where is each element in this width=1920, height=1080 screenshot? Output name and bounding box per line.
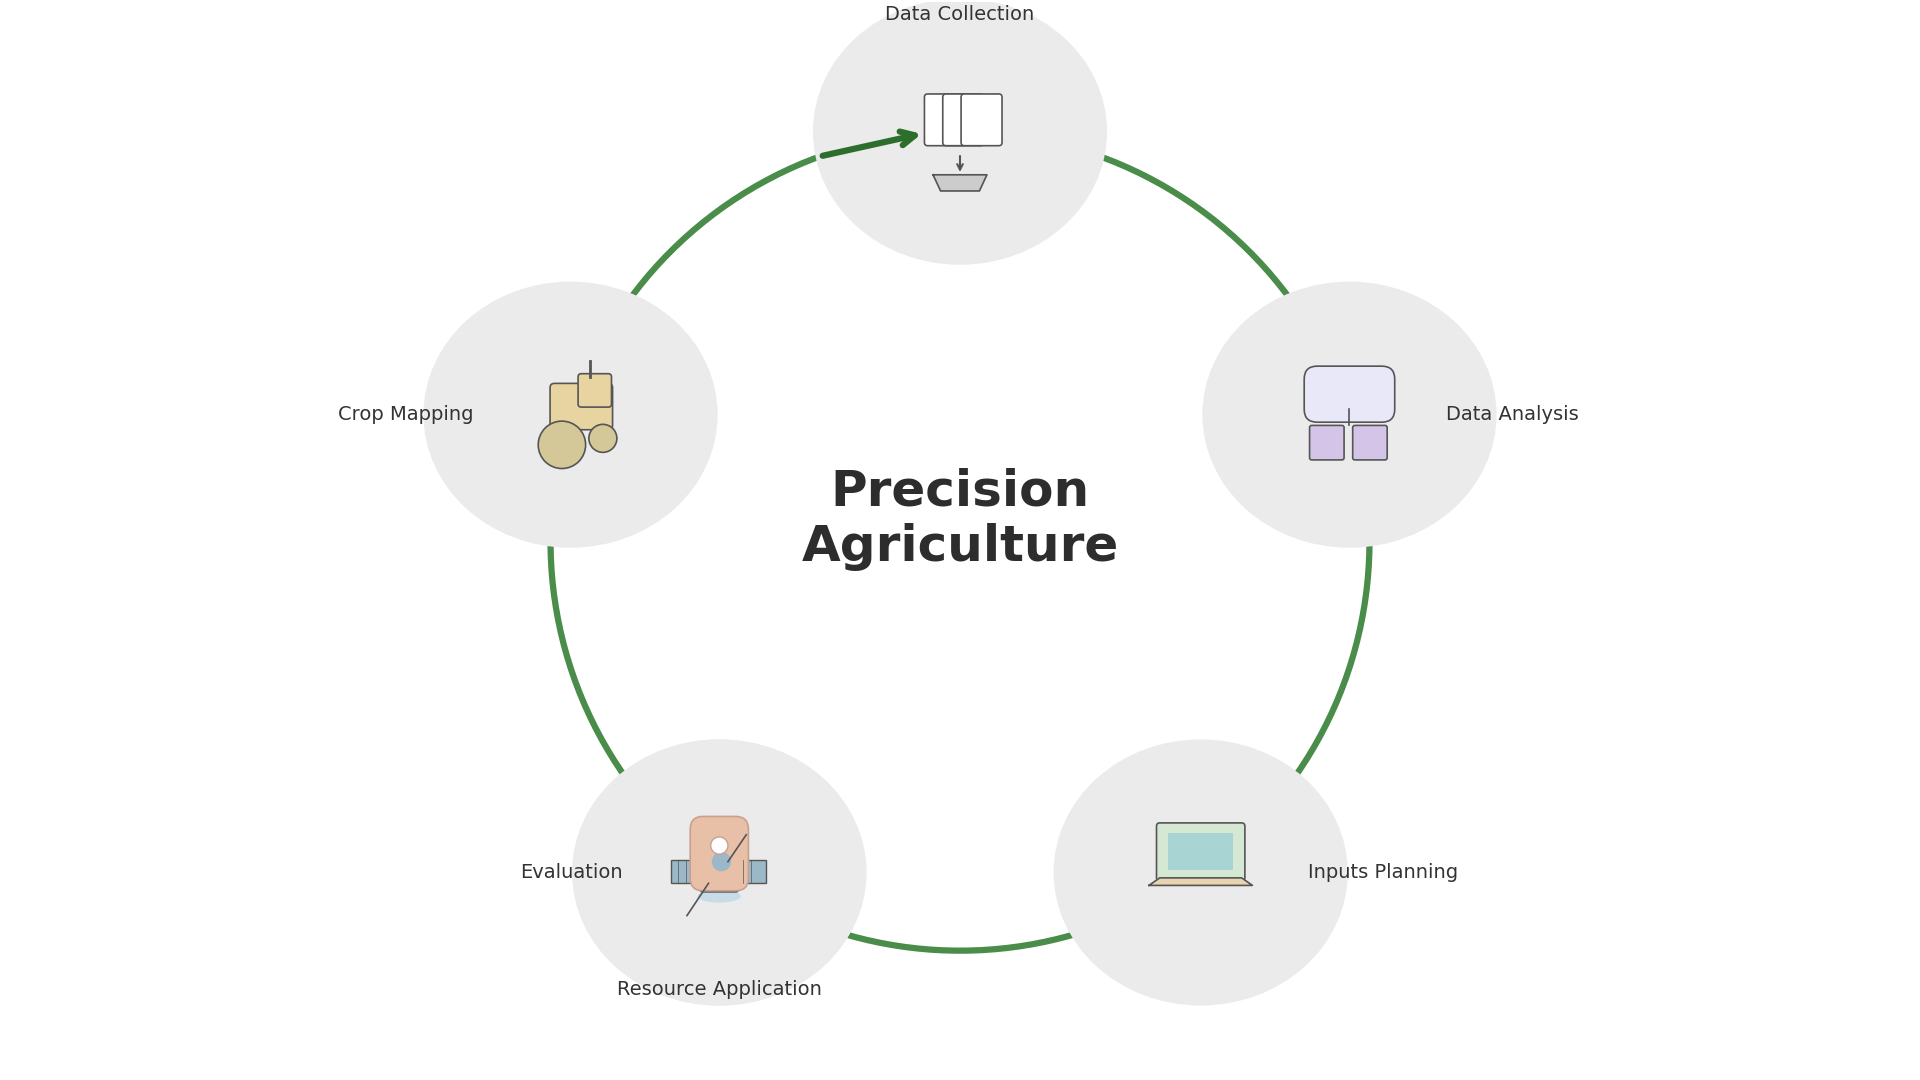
Text: Inputs Planning: Inputs Planning <box>1308 863 1459 882</box>
FancyBboxPatch shape <box>549 383 612 430</box>
FancyBboxPatch shape <box>578 374 611 407</box>
Ellipse shape <box>1054 740 1348 1005</box>
FancyBboxPatch shape <box>1304 366 1394 422</box>
Text: Data Analysis: Data Analysis <box>1446 405 1578 424</box>
Ellipse shape <box>572 740 866 1005</box>
FancyBboxPatch shape <box>670 860 701 883</box>
FancyBboxPatch shape <box>962 94 1002 146</box>
Ellipse shape <box>812 0 1108 265</box>
Ellipse shape <box>424 282 718 548</box>
FancyBboxPatch shape <box>1156 823 1244 881</box>
Circle shape <box>710 837 728 854</box>
Ellipse shape <box>572 740 866 1005</box>
Text: Crop Mapping: Crop Mapping <box>338 405 474 424</box>
Polygon shape <box>933 175 987 191</box>
FancyBboxPatch shape <box>1309 426 1344 460</box>
Text: Evaluation: Evaluation <box>520 863 622 882</box>
FancyBboxPatch shape <box>943 94 983 146</box>
Circle shape <box>712 852 732 872</box>
FancyBboxPatch shape <box>689 816 749 891</box>
FancyBboxPatch shape <box>1169 833 1233 870</box>
Ellipse shape <box>697 890 741 903</box>
FancyBboxPatch shape <box>924 94 966 146</box>
FancyBboxPatch shape <box>1354 426 1386 460</box>
Circle shape <box>538 421 586 469</box>
Polygon shape <box>1148 878 1252 886</box>
Text: Precision
Agriculture: Precision Agriculture <box>801 468 1119 571</box>
Ellipse shape <box>1202 282 1496 548</box>
FancyBboxPatch shape <box>735 860 766 883</box>
Text: Data Collection: Data Collection <box>885 5 1035 24</box>
Circle shape <box>589 424 616 453</box>
Text: Resource Application: Resource Application <box>616 981 822 999</box>
FancyBboxPatch shape <box>701 853 739 892</box>
